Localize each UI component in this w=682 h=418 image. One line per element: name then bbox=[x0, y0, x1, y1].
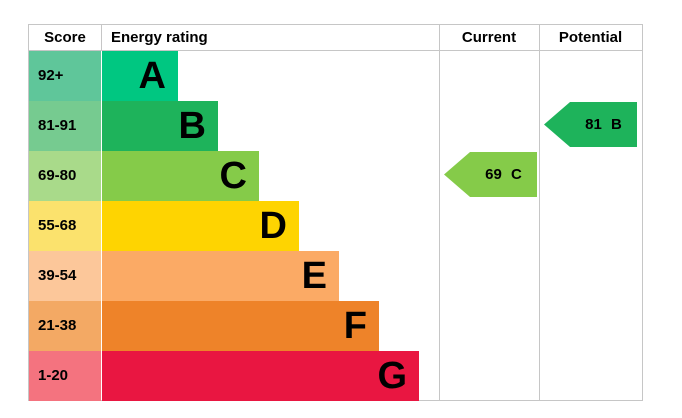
rating-bar-a: A bbox=[102, 51, 178, 101]
score-range-cell-c: 69-80 bbox=[29, 151, 101, 201]
header-score: Score bbox=[44, 29, 86, 46]
band-rows: 92+ A 81-91 B 69-80 C 55-68 D 39-54 E 21… bbox=[29, 51, 642, 401]
rating-bar-g: G bbox=[102, 351, 419, 401]
score-range-cell-e: 39-54 bbox=[29, 251, 101, 301]
band-row-e: 39-54 E bbox=[29, 251, 642, 301]
column-divider-current-potential bbox=[539, 25, 540, 400]
score-range-cell-f: 21-38 bbox=[29, 301, 101, 351]
column-divider-energy-current bbox=[439, 25, 440, 400]
score-range-cell-d: 55-68 bbox=[29, 201, 101, 251]
rating-table: Score Energy rating Current Potential 92… bbox=[28, 24, 643, 401]
rating-bar-b: B bbox=[102, 101, 218, 151]
rating-bar-d: D bbox=[102, 201, 299, 251]
header-potential: Potential bbox=[558, 29, 623, 46]
band-letter-b: B bbox=[178, 105, 206, 147]
rating-bar-f: F bbox=[102, 301, 379, 351]
band-letter-c: C bbox=[219, 155, 247, 197]
band-row-g: 1-20 G bbox=[29, 351, 642, 401]
table-header-row: Score Energy rating Current Potential bbox=[29, 25, 642, 51]
band-row-f: 21-38 F bbox=[29, 301, 642, 351]
rating-bar-c: C bbox=[102, 151, 259, 201]
band-row-b: 81-91 B bbox=[29, 101, 642, 151]
score-range-cell-g: 1-20 bbox=[29, 351, 101, 401]
score-range-cell-b: 81-91 bbox=[29, 101, 101, 151]
potential-rating-label: 81 B bbox=[585, 116, 622, 133]
band-letter-f: F bbox=[343, 305, 367, 347]
band-row-a: 92+ A bbox=[29, 51, 642, 101]
band-letter-a: A bbox=[138, 55, 166, 97]
rating-bar-e: E bbox=[102, 251, 339, 301]
current-rating-label: 69 C bbox=[485, 166, 522, 183]
band-letter-d: D bbox=[259, 205, 287, 247]
header-current: Current bbox=[461, 29, 517, 46]
header-energy-rating: Energy rating bbox=[101, 25, 439, 50]
band-letter-e: E bbox=[301, 255, 327, 297]
score-range-cell-a: 92+ bbox=[29, 51, 101, 101]
band-letter-g: G bbox=[377, 355, 407, 397]
band-row-c: 69-80 C bbox=[29, 151, 642, 201]
band-row-d: 55-68 D bbox=[29, 201, 642, 251]
